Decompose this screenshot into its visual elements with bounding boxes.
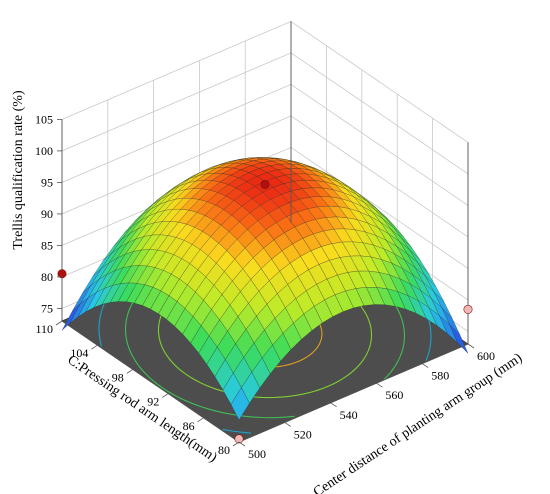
y-tick-label: 92 [147, 395, 159, 409]
y-tick-label: 80 [218, 443, 230, 457]
response-surface [61, 157, 469, 421]
x-tick-mark [238, 441, 246, 447]
y-tick-mark [91, 344, 98, 350]
x-tick-mark [330, 402, 337, 408]
frame-line [61, 320, 240, 443]
y-tick-mark [126, 369, 134, 374]
z-tick-label: 75 [41, 301, 53, 315]
y-tick-mark [161, 393, 169, 398]
x-tick-label: 500 [248, 447, 266, 461]
contour-line [98, 303, 105, 347]
x-tick-mark [284, 422, 292, 427]
right-back-wall [291, 21, 468, 345]
x-tick-label: 580 [431, 369, 449, 383]
design-point [57, 269, 67, 279]
x-tick-mark [421, 363, 429, 368]
design-point [260, 179, 270, 189]
x-tick-label: 540 [340, 408, 358, 422]
x-tick-mark [467, 343, 475, 349]
y-tick-label: 110 [35, 322, 53, 336]
design-point [234, 434, 244, 444]
y-tick-mark [197, 417, 204, 423]
x-tick-label: 520 [294, 427, 312, 441]
y-tick-label: 98 [112, 370, 124, 384]
contour-line [222, 428, 252, 434]
y-tick-mark [232, 441, 240, 447]
design-point [463, 304, 473, 314]
z-tick-label: 95 [41, 175, 53, 189]
tick-labels: 75 80 85 90 95 100 105 500 520 540 560 580 600 80 86 92… [35, 112, 495, 461]
design-points [57, 179, 473, 444]
z-tick-label: 105 [35, 112, 53, 126]
z-axis-label: Trellis qualification rate (%) [11, 90, 26, 250]
x-tick-mark [376, 382, 383, 388]
contour-line [124, 284, 295, 419]
surface-facet [230, 387, 250, 421]
z-tick-label: 85 [41, 238, 53, 252]
z-tick-label: 100 [35, 144, 53, 158]
y-tick-label: 86 [183, 419, 195, 433]
x-tick-label: 560 [385, 388, 403, 402]
z-tick-label: 80 [41, 270, 53, 284]
contour-line [425, 318, 432, 362]
y-tick-label: 104 [70, 346, 88, 360]
z-tick-label: 90 [41, 207, 53, 221]
frame-line [238, 343, 469, 443]
y-tick-mark [55, 320, 63, 326]
x-tick-label: 600 [477, 349, 495, 363]
